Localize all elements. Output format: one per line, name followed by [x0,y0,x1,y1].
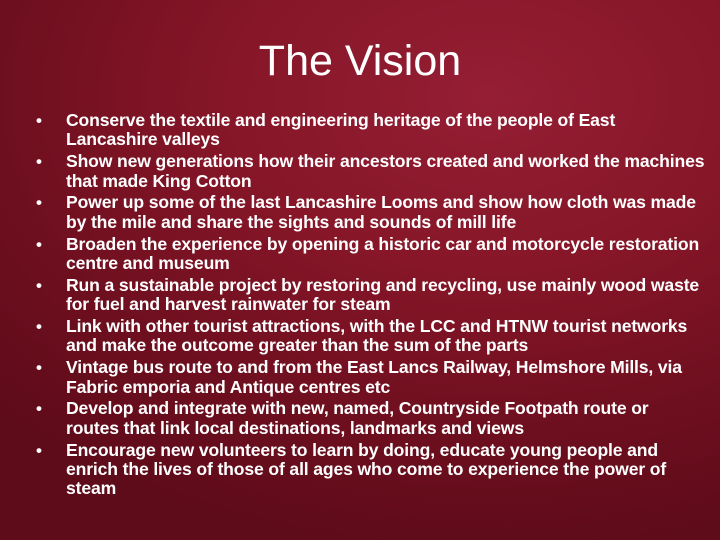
bullet-item: • Link with other tourist attractions, w… [35,316,705,356]
bullet-icon: • [36,399,42,419]
bullet-icon: • [36,275,42,295]
bullet-item: • Develop and integrate with new, named,… [35,399,705,438]
bullet-text: Power up some of the last Lancashire Loo… [66,192,696,232]
bullet-item: • Show new generations how their ancesto… [35,152,705,191]
slide-title: The Vision [258,37,462,85]
bullet-list: • Conserve the textile and engineering h… [35,110,705,501]
bullet-icon: • [36,111,42,130]
bullet-icon: • [36,317,42,337]
bullet-text: Vintage bus route to and from the East L… [66,357,682,397]
bullet-text: Show new generations how their ancestors… [66,151,705,191]
bullet-item: • Power up some of the last Lancashire L… [35,193,705,232]
bullet-item: • Broaden the experience by opening a hi… [35,233,705,274]
bullet-item: • Encourage new volunteers to learn by d… [35,439,705,499]
bullet-icon: • [36,440,42,460]
bullet-text: Conserve the textile and engineering her… [66,110,616,150]
bullet-text: Encourage new volunteers to learn by doi… [66,439,667,499]
bullet-icon: • [36,358,42,378]
bullet-icon: • [36,152,42,172]
bullet-text: Broaden the experience by opening a hist… [66,233,700,274]
bullet-text: Run a sustainable project by restoring a… [66,274,700,315]
bullet-item: • Run a sustainable project by restoring… [35,274,705,315]
bullet-item: • Vintage bus route to and from the East… [35,358,705,397]
bullet-icon: • [36,193,42,213]
bullet-text: Develop and integrate with new, named, C… [66,398,649,438]
bullet-text: Link with other tourist attractions, wit… [66,316,688,356]
bullet-item: • Conserve the textile and engineering h… [35,110,705,150]
bullet-icon: • [36,234,42,254]
